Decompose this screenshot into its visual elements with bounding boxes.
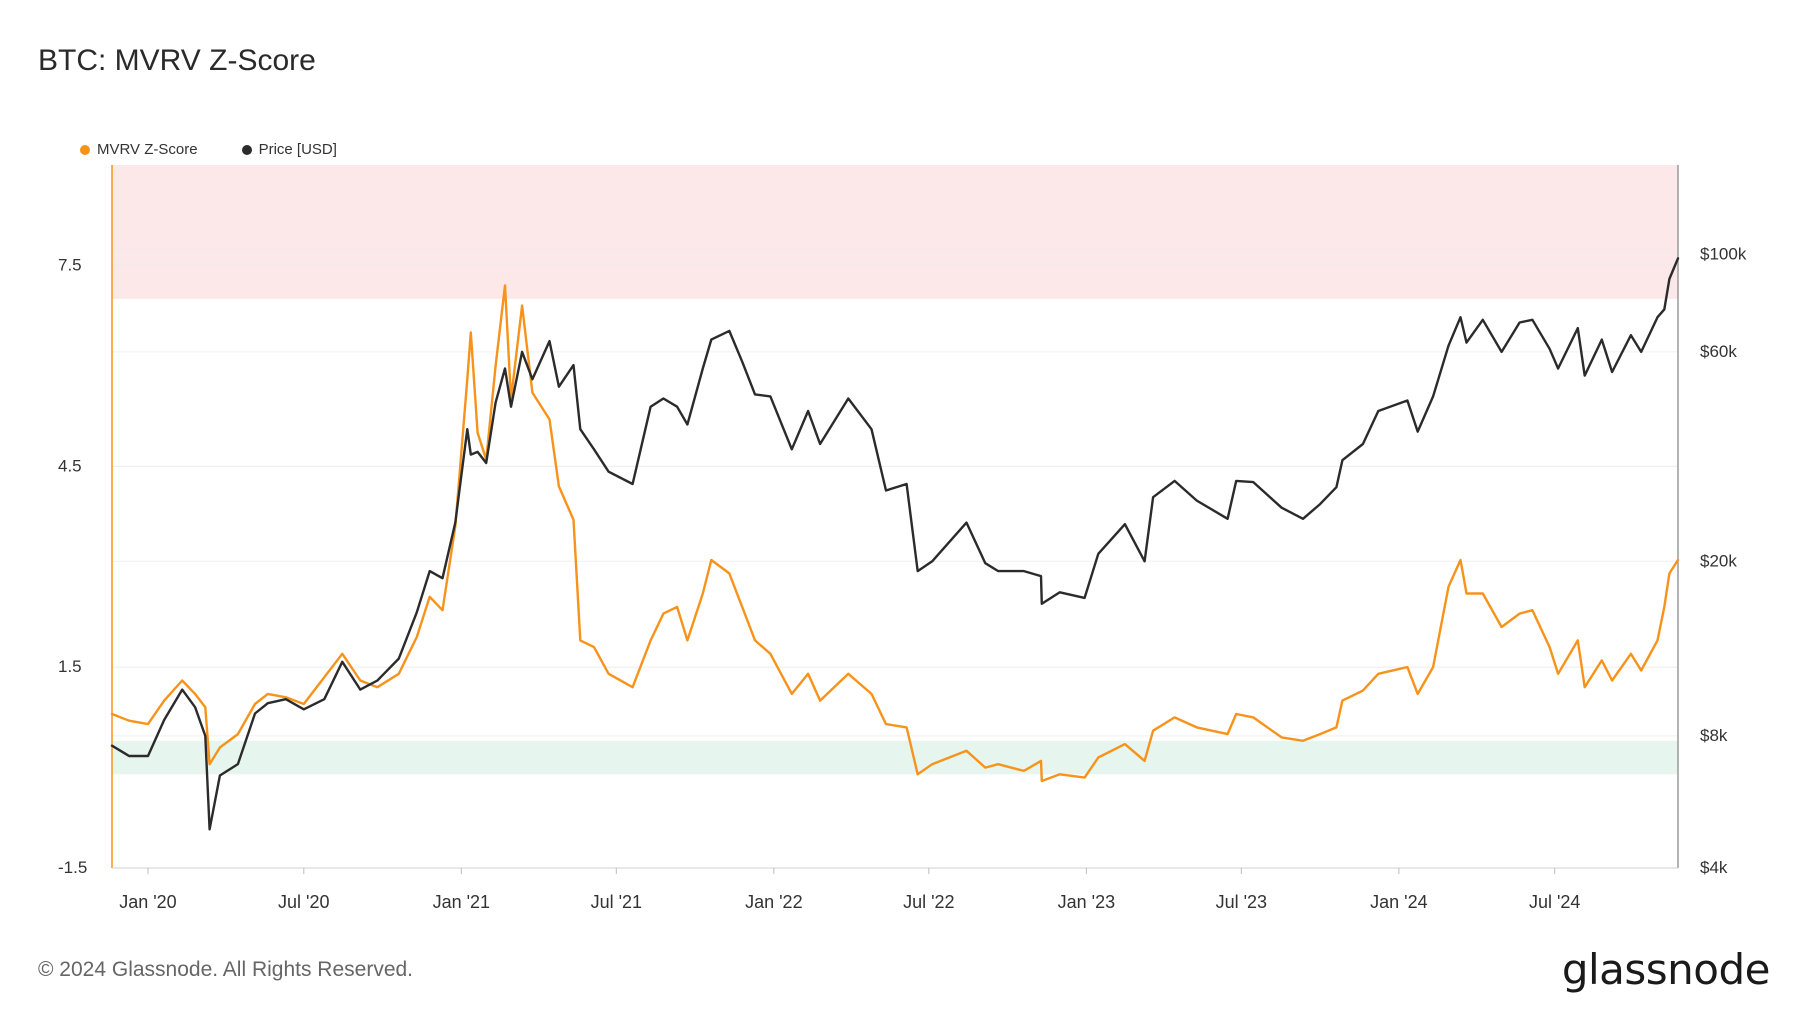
legend-dot-mvrv <box>80 144 90 155</box>
x-tick-label: Jul '23 <box>1216 892 1267 912</box>
x-tick-label: Jan '22 <box>745 892 802 912</box>
right-tick-label: $4k <box>1700 858 1728 877</box>
x-tick-label: Jul '24 <box>1529 892 1580 912</box>
x-tick-label: Jan '23 <box>1058 892 1115 912</box>
series-line-price <box>110 257 1680 831</box>
x-tick-label: Jan '20 <box>119 892 176 912</box>
right-tick-label: $20k <box>1700 551 1737 570</box>
series-line-mvrv <box>110 284 1680 783</box>
glassnode-logo[interactable]: glassnode <box>1561 945 1771 994</box>
x-tick-label: Jan '21 <box>433 892 490 912</box>
legend-dot-price <box>241 144 252 155</box>
right-tick-label: $8k <box>1700 726 1728 745</box>
legend-label-mvrv: MVRV Z-Score <box>97 141 198 158</box>
legend-label-price: Price [USD] <box>258 141 337 158</box>
x-tick-label: Jul '21 <box>591 892 642 912</box>
x-tick-label: Jul '20 <box>278 892 329 912</box>
copyright-text: © 2024 Glassnode. All Rights Reserved. <box>38 958 414 981</box>
left-tick-label: 1.5 <box>58 657 82 676</box>
left-tick-label: 4.5 <box>58 456 82 475</box>
left-tick-label: -1.5 <box>58 858 87 877</box>
overvalued-band <box>112 165 1678 299</box>
legend-item-price[interactable]: Price [USD] <box>241 141 337 158</box>
x-tick-label: Jul '22 <box>903 892 954 912</box>
undervalued-band <box>112 740 1678 775</box>
x-tick-label: Jan '24 <box>1370 892 1427 912</box>
right-tick-label: $60k <box>1700 342 1737 361</box>
chart-legend: MVRV Z-Score Price [USD] <box>80 141 337 158</box>
right-tick-label: $100k <box>1700 245 1747 264</box>
chart-title: BTC: MVRV Z-Score <box>38 44 316 77</box>
left-tick-label: 7.5 <box>58 255 82 274</box>
legend-item-mvrv[interactable]: MVRV Z-Score <box>80 141 198 158</box>
